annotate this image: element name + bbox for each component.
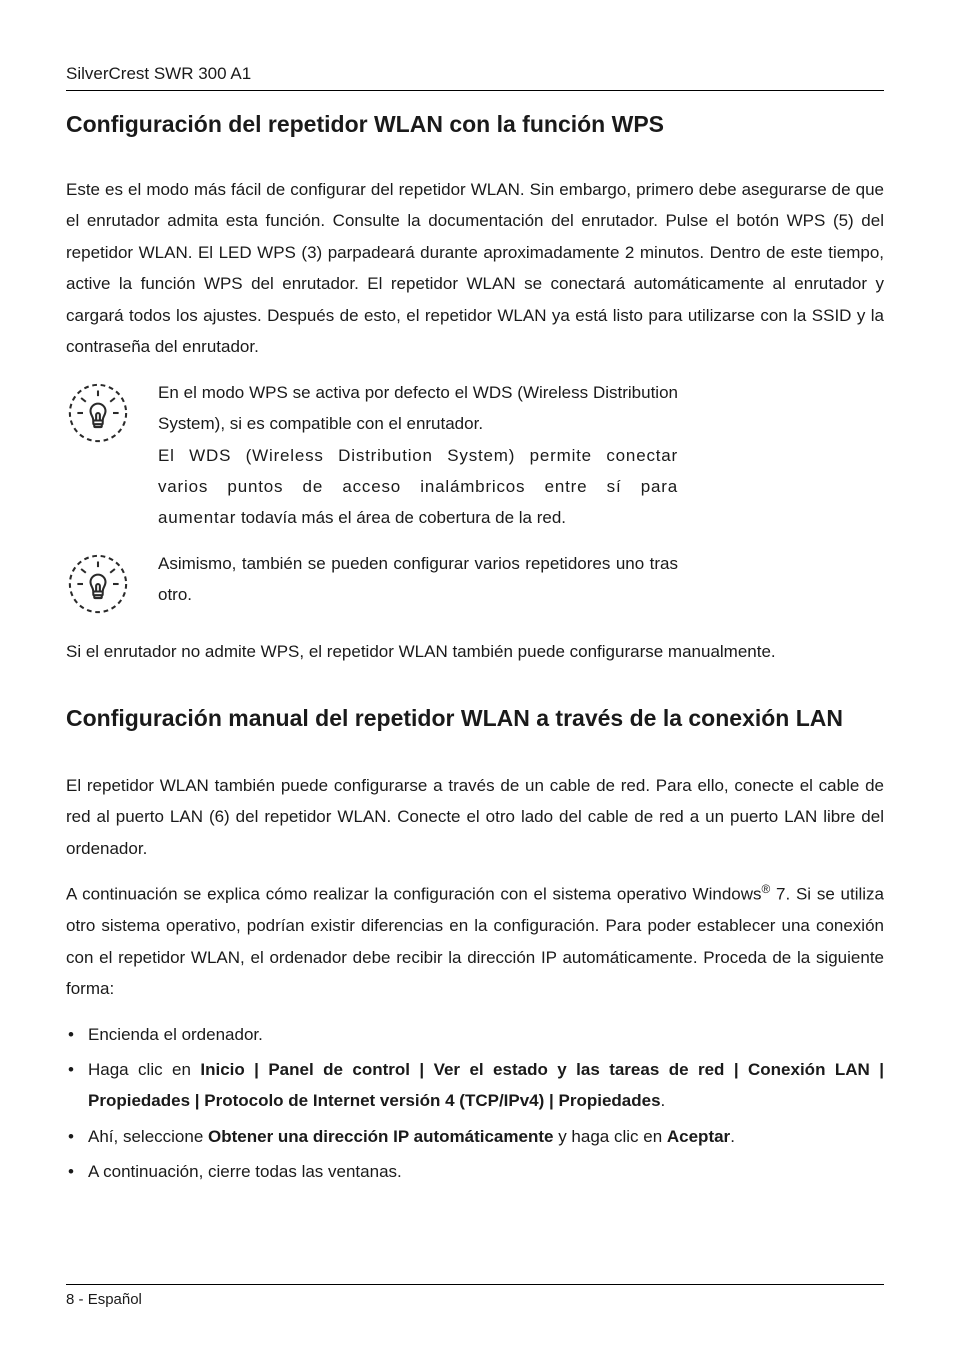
bullet-3-post: . (730, 1127, 735, 1146)
lightbulb-tip-icon (66, 377, 130, 443)
section-1-intro: Este es el modo más fácil de configurar … (66, 174, 884, 363)
section-1-closing: Si el enrutador no admite WPS, el repeti… (66, 636, 884, 667)
list-item: A continuación, cierre todas las ventana… (66, 1156, 884, 1187)
bullet-2-post: . (661, 1091, 666, 1110)
p2-pre: A continuación se explica cómo realizar … (66, 885, 762, 904)
bullet-2-bold: Inicio | Panel de control | Ver el estad… (88, 1060, 884, 1110)
footer-sep: - (74, 1291, 87, 1308)
registered-mark: ® (762, 882, 771, 896)
list-item: Encienda el ordenador. (66, 1019, 884, 1050)
document-page: SilverCrest SWR 300 A1 Configuración del… (0, 0, 954, 1352)
list-item: Haga clic en Inicio | Panel de control |… (66, 1054, 884, 1117)
page-header: SilverCrest SWR 300 A1 (66, 64, 884, 91)
bullet-3-pre: Ahí, seleccione (88, 1127, 208, 1146)
bullet-1-text: Encienda el ordenador. (88, 1025, 263, 1044)
section-2-p2: A continuación se explica cómo realizar … (66, 878, 884, 1004)
bullet-3-bold1: Obtener una dirección IP automáticamente (208, 1127, 553, 1146)
section-2-title: Configuración manual del repetidor WLAN … (66, 701, 884, 736)
bullet-3-mid: y haga clic en (553, 1127, 666, 1146)
tip-note-1: En el modo WPS se activa por defecto el … (66, 377, 884, 534)
bullet-3-bold2: Aceptar (667, 1127, 730, 1146)
tip-note-2: Asimismo, también se pueden configurar v… (66, 548, 884, 614)
tip-note-1-text: En el modo WPS se activa por defecto el … (158, 377, 678, 534)
tip-note-1b: El WDS (Wireless Distribution System) pe… (158, 446, 678, 528)
product-name: SilverCrest SWR 300 A1 (66, 64, 251, 83)
list-item: Ahí, seleccione Obtener una dirección IP… (66, 1121, 884, 1152)
section-2-p1: El repetidor WLAN también puede configur… (66, 770, 884, 864)
lightbulb-tip-icon (66, 548, 130, 614)
steps-list: Encienda el ordenador. Haga clic en Inic… (66, 1019, 884, 1188)
bullet-2-pre: Haga clic en (88, 1060, 200, 1079)
page-footer: 8 - Español (66, 1284, 884, 1308)
footer-lang: Español (88, 1291, 142, 1308)
section-1-title: Configuración del repetidor WLAN con la … (66, 109, 884, 140)
tip-note-2-text: Asimismo, también se pueden configurar v… (158, 548, 678, 611)
bullet-4-text: A continuación, cierre todas las ventana… (88, 1162, 402, 1181)
tip-note-1a: En el modo WPS se activa por defecto el … (158, 383, 678, 433)
